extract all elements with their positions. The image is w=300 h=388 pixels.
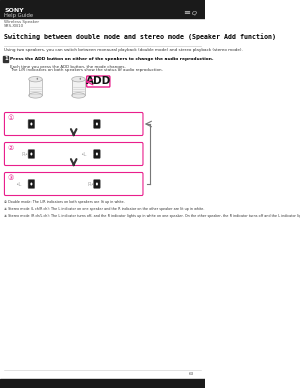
FancyBboxPatch shape [28,150,35,158]
Text: R•: R• [87,182,94,187]
Text: R•: R• [87,121,94,126]
Text: R•: R• [22,182,29,187]
Circle shape [96,152,98,156]
Ellipse shape [72,93,85,98]
Text: •L: •L [15,151,21,156]
Text: •L: •L [15,182,21,187]
Circle shape [96,182,98,185]
Ellipse shape [29,93,42,98]
Circle shape [37,78,38,80]
Text: •L: •L [80,121,87,126]
Text: Q: Q [192,10,197,16]
Text: R•: R• [22,121,29,126]
Bar [0,379,205,388]
FancyBboxPatch shape [87,76,110,87]
FancyBboxPatch shape [4,142,143,166]
Text: R•: R• [22,151,29,156]
FancyBboxPatch shape [94,180,100,188]
Text: ② Stereo mode (L ch/R ch): The L indicator on one speaker and the R indicator on: ② Stereo mode (L ch/R ch): The L indicat… [4,207,205,211]
Circle shape [30,182,32,185]
FancyBboxPatch shape [4,113,143,135]
Text: 63: 63 [189,372,194,376]
Text: Wireless Speaker: Wireless Speaker [4,20,39,24]
Text: The L/R indicators on both speakers show the status of audio reproduction.: The L/R indicators on both speakers show… [10,68,162,72]
FancyBboxPatch shape [28,120,35,128]
Text: ③: ③ [8,175,14,181]
Ellipse shape [72,76,85,82]
Text: SRS-XB10: SRS-XB10 [4,24,24,28]
FancyBboxPatch shape [4,173,143,196]
Text: ADD: ADD [85,76,111,87]
Circle shape [30,123,32,125]
Bar [72,79,85,95]
Text: SONY: SONY [4,7,24,12]
Text: ③ Stereo mode (R ch/L ch): The L indicator turns off, and the R indicator lights: ③ Stereo mode (R ch/L ch): The L indicat… [4,214,300,218]
Text: Each time you press the ADD button, the mode changes.: Each time you press the ADD button, the … [10,65,125,69]
Text: ① Double mode: The L/R indicators on both speakers are lit up in white.: ① Double mode: The L/R indicators on bot… [4,200,125,204]
Text: •L: •L [80,151,87,156]
Text: R•: R• [87,151,94,156]
Bar [3,56,8,62]
Text: ①: ① [8,115,14,121]
Circle shape [30,152,32,156]
Bar [29,79,42,95]
Text: Press the ADD button on either of the speakers to change the audio reproduction.: Press the ADD button on either of the sp… [10,57,214,61]
Bar [0,0,205,18]
Circle shape [80,78,81,80]
Text: ≡: ≡ [183,9,190,17]
Ellipse shape [29,76,42,82]
FancyBboxPatch shape [94,120,100,128]
Text: Help Guide: Help Guide [4,12,33,17]
Text: Switching between double mode and stereo mode (Speaker Add function): Switching between double mode and stereo… [4,33,276,40]
Text: Using two speakers, you can switch between monaural playback (double mode) and s: Using two speakers, you can switch betwe… [4,48,243,52]
Circle shape [96,123,98,125]
FancyBboxPatch shape [28,180,35,188]
Text: •L: •L [80,182,87,187]
Text: ②: ② [8,145,14,151]
Text: 1: 1 [4,57,8,62]
Text: •L: •L [15,121,21,126]
FancyBboxPatch shape [94,150,100,158]
